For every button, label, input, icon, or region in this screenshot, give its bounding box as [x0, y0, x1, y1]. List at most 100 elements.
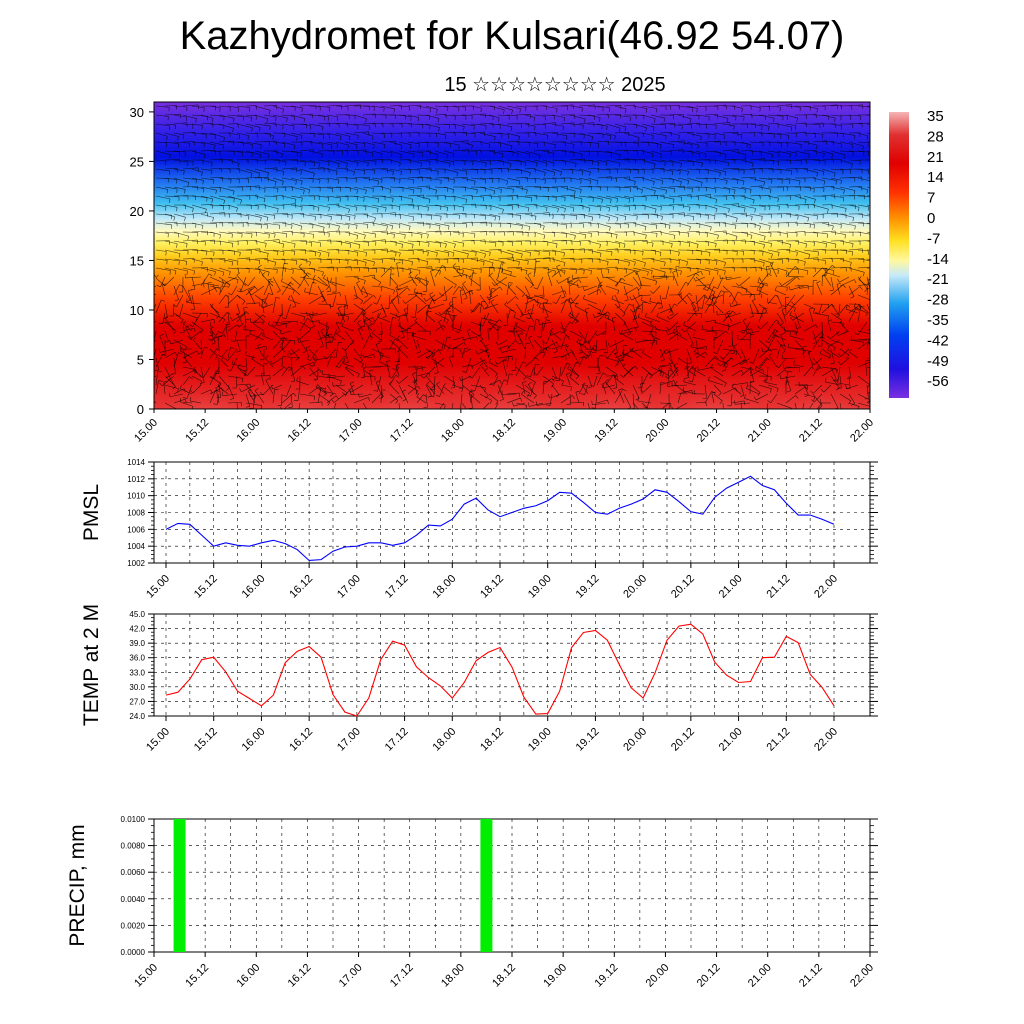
wind-barb-flag: [456, 172, 459, 177]
wind-barb: [713, 114, 729, 119]
wind-barb: [821, 321, 824, 338]
wind-barb-flag: [458, 286, 463, 290]
wind-barb-flag: [796, 327, 801, 330]
wind-barb: [821, 185, 834, 188]
wind-barb: [254, 267, 270, 273]
wind-barb: [416, 366, 418, 383]
wind-barb: [533, 159, 548, 164]
wind-barb: [281, 249, 295, 252]
wind-barb: [695, 194, 711, 197]
wind-barb-flag: [609, 226, 611, 231]
wind-barb-flag: [280, 341, 284, 345]
wind-barb: [542, 347, 548, 359]
wind-barb: [668, 185, 685, 188]
wind-barb: [430, 358, 445, 368]
wind-barb: [551, 249, 565, 254]
wind-barb: [668, 321, 679, 331]
wind-barb: [338, 312, 355, 317]
wind-barb: [578, 132, 593, 138]
wind-barb: [695, 114, 710, 117]
wind-barb-flag: [839, 320, 843, 324]
wind-barb: [227, 347, 231, 359]
wind-barb: [470, 302, 480, 314]
wind-barb-flag: [796, 276, 800, 281]
wind-barb: [731, 158, 746, 161]
wind-barb-flag: [859, 286, 863, 290]
wind-barb: [371, 285, 383, 288]
wind-barb-flag: [388, 375, 392, 379]
wind-barb-flag: [308, 328, 312, 333]
wind-barb: [830, 168, 844, 171]
wind-barb-flag: [243, 325, 245, 330]
wind-barb-flag: [678, 135, 680, 140]
wind-barb: [506, 249, 523, 255]
wind-barb-flag: [376, 313, 379, 318]
wind-barb: [668, 177, 682, 182]
wind-barb: [371, 204, 387, 208]
wind-barb: [353, 357, 364, 365]
wind-barb-flag: [687, 362, 692, 365]
wind-barb: [362, 177, 379, 182]
wind-barb: [191, 186, 205, 189]
wind-barb: [398, 114, 412, 118]
wind-barb: [414, 320, 427, 332]
wind-barb-flag: [412, 244, 414, 249]
wind-barb-flag: [851, 163, 853, 168]
wind-barb: [731, 177, 745, 182]
wind-barb: [830, 158, 842, 161]
wind-barb: [609, 339, 625, 347]
wind-barb: [164, 366, 170, 377]
wind-barb-flag: [508, 355, 513, 357]
wind-barb: [780, 375, 796, 380]
wind-barb: [567, 282, 580, 287]
wind-barb-flag: [174, 270, 177, 275]
wind-barb-flag: [330, 144, 333, 149]
wind-barb-flag: [665, 135, 667, 140]
wind-barb: [567, 368, 580, 377]
wind-barb: [308, 231, 325, 233]
wind-barb-flag: [363, 317, 368, 321]
wind-barb-flag: [778, 152, 780, 157]
wind-barb-flag: [391, 152, 393, 157]
wind-barb-flag: [846, 304, 851, 308]
wind-barb-flag: [618, 154, 621, 159]
wind-barb-flag: [739, 331, 744, 334]
wind-barb: [749, 204, 766, 207]
wind-barb: [569, 150, 583, 155]
wind-barb: [272, 150, 283, 155]
wind-barb: [313, 312, 328, 316]
wind-barb-flag: [356, 189, 358, 194]
wind-barb: [443, 266, 460, 269]
wind-barb: [236, 132, 249, 136]
wind-barb-flag: [704, 153, 707, 158]
wind-barb-flag: [642, 251, 644, 256]
wind-barb: [407, 186, 422, 190]
wind-barb-flag: [714, 134, 716, 139]
wind-barb-flag: [226, 387, 230, 391]
wind-barb-flag: [488, 358, 492, 363]
wind-barb: [824, 271, 841, 278]
wind-barb-flag: [588, 386, 593, 389]
wind-barb-flag: [749, 361, 754, 364]
wind-barb: [605, 276, 619, 284]
wind-barb: [577, 285, 589, 288]
wind-barb: [290, 105, 303, 109]
wind-barb: [479, 249, 491, 253]
wind-barb: [479, 204, 492, 207]
wind-barb: [722, 123, 735, 127]
wind-barb: [317, 105, 330, 108]
wind-barb: [191, 375, 203, 382]
wind-barb-flag: [207, 282, 212, 284]
wind-barb-flag: [634, 181, 636, 186]
wind-barb-flag: [840, 224, 842, 229]
wind-barb-flag: [763, 282, 768, 285]
wind-barb: [578, 195, 594, 199]
wind-barb-flag: [436, 109, 438, 114]
wind-barb-flag: [573, 190, 576, 195]
wind-barb: [471, 366, 481, 379]
wind-barb: [641, 177, 655, 182]
wind-barb: [371, 177, 383, 180]
wind-barb: [504, 304, 517, 314]
wind-barb: [353, 159, 369, 163]
wind-barb-flag: [824, 268, 827, 273]
